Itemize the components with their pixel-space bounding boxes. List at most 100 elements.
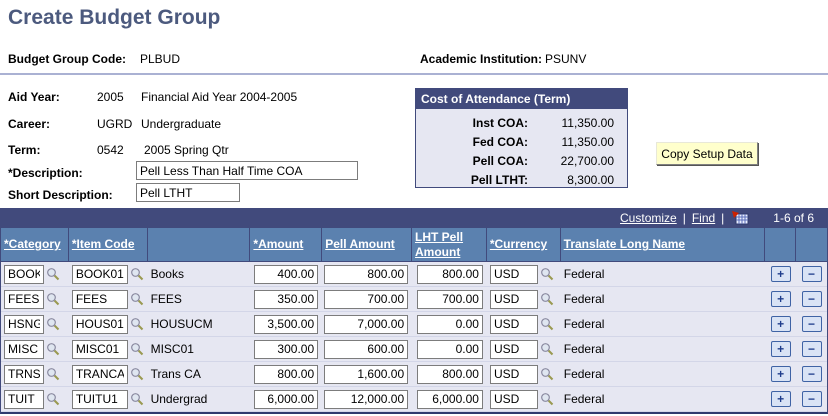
category-input[interactable] [4,339,44,359]
coa-panel-body: Inst COA: 11,350.00 Fed COA: 11,350.00 P… [416,109,627,189]
pell-amount-input[interactable] [324,389,409,409]
category-lookup-icon[interactable] [46,292,60,306]
delete-row-button[interactable]: − [801,391,822,407]
item-code-lookup-icon[interactable] [130,292,144,306]
item-name-text: MISC01 [150,342,194,356]
column-header-item-code[interactable]: *Item Code [71,237,135,252]
table-row: Books Federal + [1,262,827,287]
delete-row-button[interactable]: − [801,316,822,332]
add-row-button[interactable]: + [770,366,791,382]
item-code-lookup-icon[interactable] [130,317,144,331]
coa-row-label: Fed COA: [472,134,528,149]
item-code-lookup-icon[interactable] [130,342,144,356]
table-row: FEES Federal + [1,287,827,312]
add-row-button[interactable]: + [770,391,791,407]
currency-input[interactable] [489,364,538,384]
toolbar-separator: | [721,211,725,225]
record-range: 1-6 of 6 [773,211,814,225]
aid-year-code: 2005 [97,90,124,104]
find-link[interactable]: Find [691,211,716,225]
description-input[interactable] [136,161,358,180]
pell-amount-input[interactable] [324,339,409,359]
currency-lookup-icon[interactable] [540,367,554,381]
item-code-lookup-icon[interactable] [130,267,144,281]
section-divider [0,73,828,75]
translate-long-name-text: Federal [563,367,605,381]
short-description-input[interactable] [136,183,240,202]
currency-lookup-icon[interactable] [540,267,554,281]
translate-long-name-text: Federal [563,267,605,281]
translate-long-name-text: Federal [563,342,605,356]
amount-input[interactable] [254,289,319,309]
currency-input[interactable] [489,314,538,334]
item-name-text: FEES [150,292,182,306]
download-to-excel-icon[interactable] [732,211,749,225]
coa-row-value: 22,700.00 [560,153,614,168]
pell-amount-input[interactable] [324,289,409,309]
currency-input[interactable] [489,389,538,409]
copy-setup-data-button[interactable]: Copy Setup Data [656,142,758,165]
currency-input[interactable] [489,264,538,284]
lht-pell-amount-input[interactable] [416,289,483,309]
item-name-text: Books [150,267,184,281]
currency-input[interactable] [489,289,538,309]
currency-lookup-icon[interactable] [540,392,554,406]
item-code-input[interactable] [71,289,128,309]
category-lookup-icon[interactable] [46,267,60,281]
currency-input[interactable] [489,339,538,359]
category-input[interactable] [4,314,44,334]
pell-amount-input[interactable] [324,364,409,384]
amount-input[interactable] [254,389,319,409]
toolbar-separator: | [682,211,686,225]
amount-input[interactable] [254,339,319,359]
category-lookup-icon[interactable] [46,342,60,356]
item-code-input[interactable] [71,389,128,409]
item-code-input[interactable] [71,364,128,384]
column-header-currency[interactable]: *Currency [489,237,548,252]
currency-lookup-icon[interactable] [540,317,554,331]
grid-header-row: *Category *Item Code *Amount Pell Amount… [0,228,828,262]
currency-lookup-icon[interactable] [540,342,554,356]
add-row-button[interactable]: + [770,266,791,282]
pell-amount-input[interactable] [324,314,409,334]
lht-pell-amount-input[interactable] [416,364,483,384]
grid-toolbar: Customize | Find | 1-6 of 6 [0,208,828,228]
category-input[interactable] [4,289,44,309]
delete-row-button[interactable]: − [801,366,822,382]
column-header-amount[interactable]: *Amount [253,237,304,252]
item-code-input[interactable] [71,264,128,284]
lht-pell-amount-input[interactable] [416,314,483,334]
category-lookup-icon[interactable] [46,392,60,406]
category-lookup-icon[interactable] [46,367,60,381]
column-header-category[interactable]: *Category [4,237,61,252]
category-lookup-icon[interactable] [46,317,60,331]
customize-link[interactable]: Customize [620,211,677,225]
category-input[interactable] [4,389,44,409]
add-row-button[interactable]: + [770,316,791,332]
column-header-translate-long-name[interactable]: Translate Long Name [563,237,686,252]
amount-input[interactable] [254,314,319,334]
amount-input[interactable] [254,364,319,384]
lht-pell-amount-input[interactable] [416,389,483,409]
column-header-lht-pell-amount[interactable]: LHT Pell Amount [415,230,464,259]
delete-row-button[interactable]: − [801,266,822,282]
item-code-lookup-icon[interactable] [130,392,144,406]
category-input[interactable] [4,264,44,284]
currency-lookup-icon[interactable] [540,292,554,306]
item-name-text: Undergrad [150,392,208,406]
lht-pell-amount-input[interactable] [416,339,483,359]
add-row-button[interactable]: + [770,341,791,357]
item-code-lookup-icon[interactable] [130,367,144,381]
add-row-button[interactable]: + [770,291,791,307]
column-header-pell-amount[interactable]: Pell Amount [325,237,395,252]
category-input[interactable] [4,364,44,384]
delete-row-button[interactable]: − [801,341,822,357]
pell-amount-input[interactable] [324,264,409,284]
lht-pell-amount-input[interactable] [416,264,483,284]
coa-panel-title: Cost of Attendance (Term) [416,89,627,109]
delete-row-button[interactable]: − [801,291,822,307]
amount-input[interactable] [254,264,319,284]
item-code-input[interactable] [71,314,128,334]
item-code-input[interactable] [71,339,128,359]
aid-year-label: Aid Year: [8,90,60,104]
